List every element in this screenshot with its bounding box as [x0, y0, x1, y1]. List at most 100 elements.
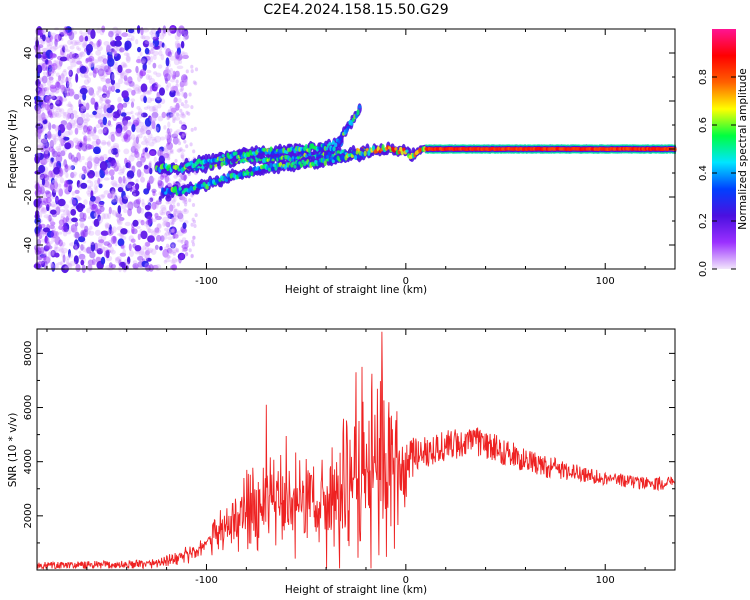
- noise-blob: [169, 112, 173, 117]
- noise-blob: [60, 260, 64, 266]
- signal-blob: [173, 185, 177, 192]
- noise-blob: [59, 84, 66, 90]
- noise-blob: [87, 264, 93, 272]
- noise-blob: [107, 57, 115, 67]
- signal-edge: [650, 144, 653, 147]
- noise-blob: [123, 195, 130, 200]
- noise-blob: [181, 134, 185, 138]
- noise-blob: [78, 103, 84, 109]
- noise-blob: [46, 184, 51, 189]
- signal-edge: [575, 144, 578, 146]
- noise-blob: [48, 122, 52, 131]
- noise-blob: [117, 238, 125, 247]
- noise-blob: [183, 92, 188, 99]
- signal-edge: [586, 144, 589, 147]
- noise-blob: [92, 134, 100, 141]
- signal-edge: [551, 151, 554, 154]
- noise-blob: [135, 126, 141, 133]
- noise-blob: [154, 244, 159, 250]
- noise-blob: [80, 108, 84, 116]
- noise-blob: [163, 147, 169, 154]
- signal-edge: [592, 144, 595, 147]
- noise-blob: [174, 70, 180, 78]
- noise-blob: [163, 145, 169, 153]
- noise-blob: [50, 230, 57, 239]
- noise-blob: [167, 177, 171, 182]
- noise-blob: [127, 76, 133, 84]
- noise-blob: [160, 204, 167, 211]
- signal-edge: [535, 144, 538, 147]
- noise-blob: [80, 105, 87, 112]
- signal-edge: [659, 144, 662, 147]
- noise-blob: [170, 242, 177, 247]
- signal-blob: [326, 154, 330, 159]
- noise-blob: [114, 212, 120, 218]
- noise-blob: [54, 263, 59, 270]
- noise-blob: [169, 72, 173, 77]
- noise-blob: [138, 108, 143, 115]
- noise-blob: [106, 44, 111, 54]
- noise-blob: [117, 219, 123, 226]
- signal-edge: [629, 144, 632, 146]
- noise-blob: [116, 199, 120, 204]
- noise-blob: [151, 47, 156, 51]
- spectrogram-xlabel: Height of straight line (km): [285, 284, 427, 296]
- noise-blob: [167, 231, 171, 236]
- noise-blob: [52, 188, 56, 198]
- noise-blob: [104, 250, 110, 258]
- noise-blob: [40, 91, 44, 97]
- noise-blob: [149, 55, 154, 63]
- noise-blob: [170, 259, 176, 264]
- signal-edge: [474, 144, 477, 147]
- noise-blob: [75, 41, 82, 46]
- noise-blob: [85, 102, 90, 111]
- noise-blob: [173, 58, 180, 66]
- noise-blob: [112, 64, 119, 70]
- signal-edge: [527, 144, 530, 146]
- signal-edge: [654, 144, 657, 147]
- signal-blob: [271, 158, 275, 162]
- noise-blob: [47, 60, 53, 69]
- noise-blob: [51, 227, 57, 232]
- noise-blob: [101, 141, 108, 145]
- signal-edge: [669, 151, 672, 154]
- noise-blob: [108, 134, 114, 140]
- noise-blob: [184, 240, 189, 246]
- noise-blob: [127, 28, 135, 34]
- noise-blob: [47, 31, 51, 38]
- noise-blob: [111, 210, 117, 216]
- noise-blob: [65, 172, 69, 179]
- signal-edge: [618, 152, 621, 154]
- signal-edge: [540, 144, 542, 147]
- noise-blob: [87, 185, 91, 190]
- noise-blob: [45, 143, 53, 148]
- noise-blob: [47, 80, 51, 87]
- noise-blob: [180, 253, 185, 260]
- noise-blob: [66, 82, 73, 89]
- noise-blob: [145, 264, 151, 272]
- signal-edge: [536, 144, 539, 146]
- noise-blob: [88, 55, 95, 62]
- noise-blob: [107, 113, 113, 119]
- noise-blob: [43, 124, 49, 129]
- noise-blob: [96, 256, 101, 260]
- signal-edge: [634, 151, 637, 154]
- noise-blob: [56, 81, 60, 88]
- noise-blob: [102, 126, 109, 136]
- noise-blob: [98, 239, 105, 244]
- noise-blob: [178, 131, 185, 136]
- noise-blob: [59, 138, 65, 144]
- noise-blob: [169, 204, 174, 212]
- noise-blob: [47, 183, 51, 189]
- signal-edge: [560, 144, 563, 147]
- signal-blob: [299, 163, 303, 168]
- signal-edge: [524, 144, 527, 146]
- signal-edge: [613, 144, 616, 147]
- noise-blob: [167, 156, 171, 161]
- signal-edge: [605, 144, 608, 147]
- noise-blob: [113, 50, 117, 57]
- noise-blob: [89, 181, 94, 188]
- noise-blob: [152, 109, 158, 113]
- signal-edge: [498, 151, 501, 154]
- noise-blob: [147, 90, 151, 94]
